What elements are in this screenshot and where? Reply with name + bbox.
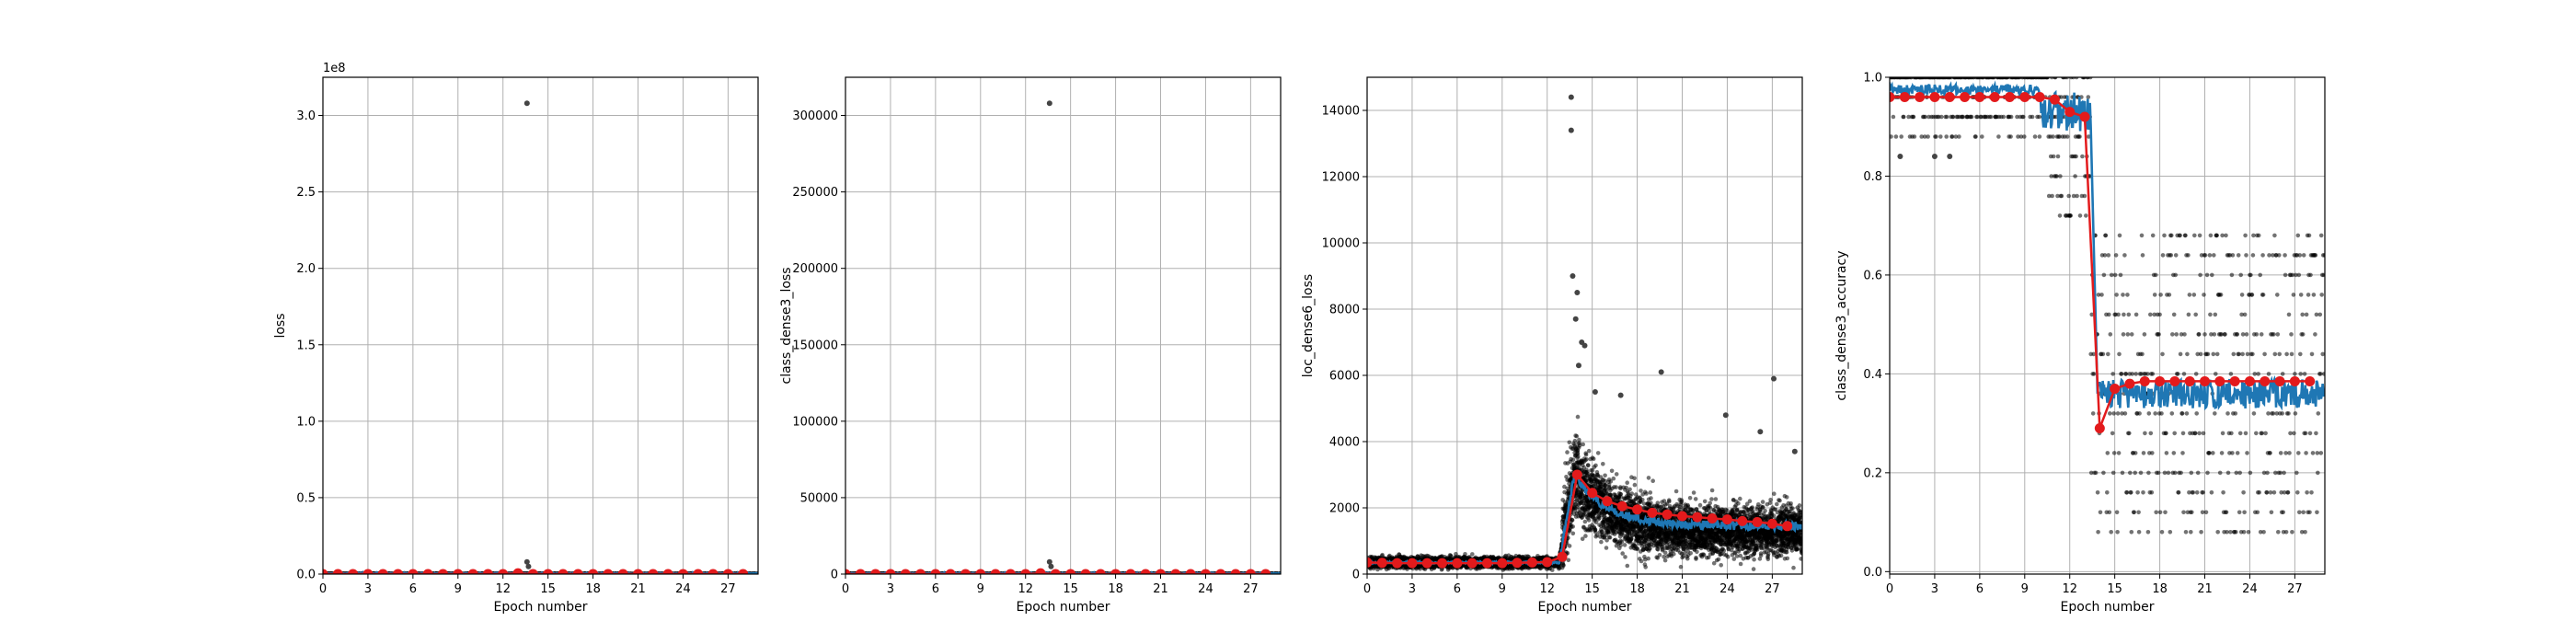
x-tick-label: 27: [1243, 582, 1259, 596]
outlier-point: [525, 564, 531, 569]
grid: [323, 77, 758, 574]
outlier-points: [1047, 100, 1054, 569]
x-tick-label: 24: [1198, 582, 1213, 596]
y-tick-label: 100000: [792, 415, 838, 429]
x-tick-label: 0: [842, 582, 849, 596]
axes-frame: [845, 77, 1281, 574]
chart-panel-3: 0 3 6 9 12 15 18 21 24 27020004000600080001000012…: [1301, 77, 1804, 615]
x-tick-label: 18: [585, 582, 601, 596]
y-tick-label: 2.5: [296, 186, 316, 200]
outlier-point: [1048, 564, 1053, 569]
y-tick-label: 50000: [800, 491, 838, 505]
grid: [845, 77, 1281, 574]
y-tick-label: 0.5: [296, 491, 316, 505]
y-tick-label: 250000: [792, 186, 838, 200]
x-tick-label: 18: [1108, 582, 1123, 596]
y-tick-label: 1.0: [296, 415, 316, 429]
y-tick-label: 0.0: [296, 569, 316, 582]
epoch-mean-marker: [1036, 569, 1046, 579]
x-tick-label: 21: [1153, 582, 1168, 596]
epoch-mean-marker: [513, 569, 523, 579]
x-tick-label: 3: [364, 582, 372, 596]
x-tick-label: 12: [1018, 582, 1033, 596]
axes-frame: [323, 77, 758, 574]
plot-area: [1363, 95, 1805, 572]
chart-panel-1: 0 3 6 9 12 15 18 21 24 27 0.0 0.5 1.0 1.5 2.0 2.5 3.0 Epo…: [273, 62, 760, 615]
x-tick-label: 6: [409, 582, 417, 596]
x-tick-label: 24: [675, 582, 691, 596]
x-tick-label: 6: [932, 582, 939, 596]
y-axis-label: class_dense3_loss: [779, 268, 794, 385]
x-tick-label: 0: [319, 582, 327, 596]
plot-area: [318, 100, 761, 579]
y-tick-label: 300000: [792, 109, 838, 123]
y-tick-label: 200000: [792, 262, 838, 276]
x-tick-label: 3: [887, 582, 894, 596]
x-axis-label: Epoch number: [494, 600, 588, 615]
x-tick-label: 12: [495, 582, 511, 596]
y-tick-label: 0: [831, 569, 838, 582]
y-axis-label: loss: [273, 313, 288, 338]
y-tick-label: 150000: [792, 339, 838, 352]
y-tick-label: 3.0: [296, 109, 316, 123]
batch-point: [1470, 552, 1475, 557]
plot-area: [841, 100, 1283, 579]
x-tick-label: 15: [540, 582, 556, 596]
x-tick-label: 9: [454, 582, 462, 596]
x-tick-label: 21: [630, 582, 646, 596]
y-tick-label: 2.0: [296, 262, 316, 276]
outlier-points: [524, 100, 532, 569]
x-axis-label: Epoch number: [1017, 600, 1110, 615]
outlier-point: [524, 100, 530, 106]
x-tick-label: 27: [720, 582, 736, 596]
x-tick-label: 9: [977, 582, 984, 596]
x-tick-label: 15: [1063, 582, 1078, 596]
y-tick-label: 1.5: [296, 339, 316, 352]
y-offset-label: 1e8: [323, 62, 346, 75]
chart-panel-2: 0 3 6 9 12 15 18 21 24 27 0 50000 100000 150000 200000…: [779, 77, 1282, 615]
outlier-point: [1047, 100, 1052, 106]
batch-points: [1365, 415, 1805, 572]
